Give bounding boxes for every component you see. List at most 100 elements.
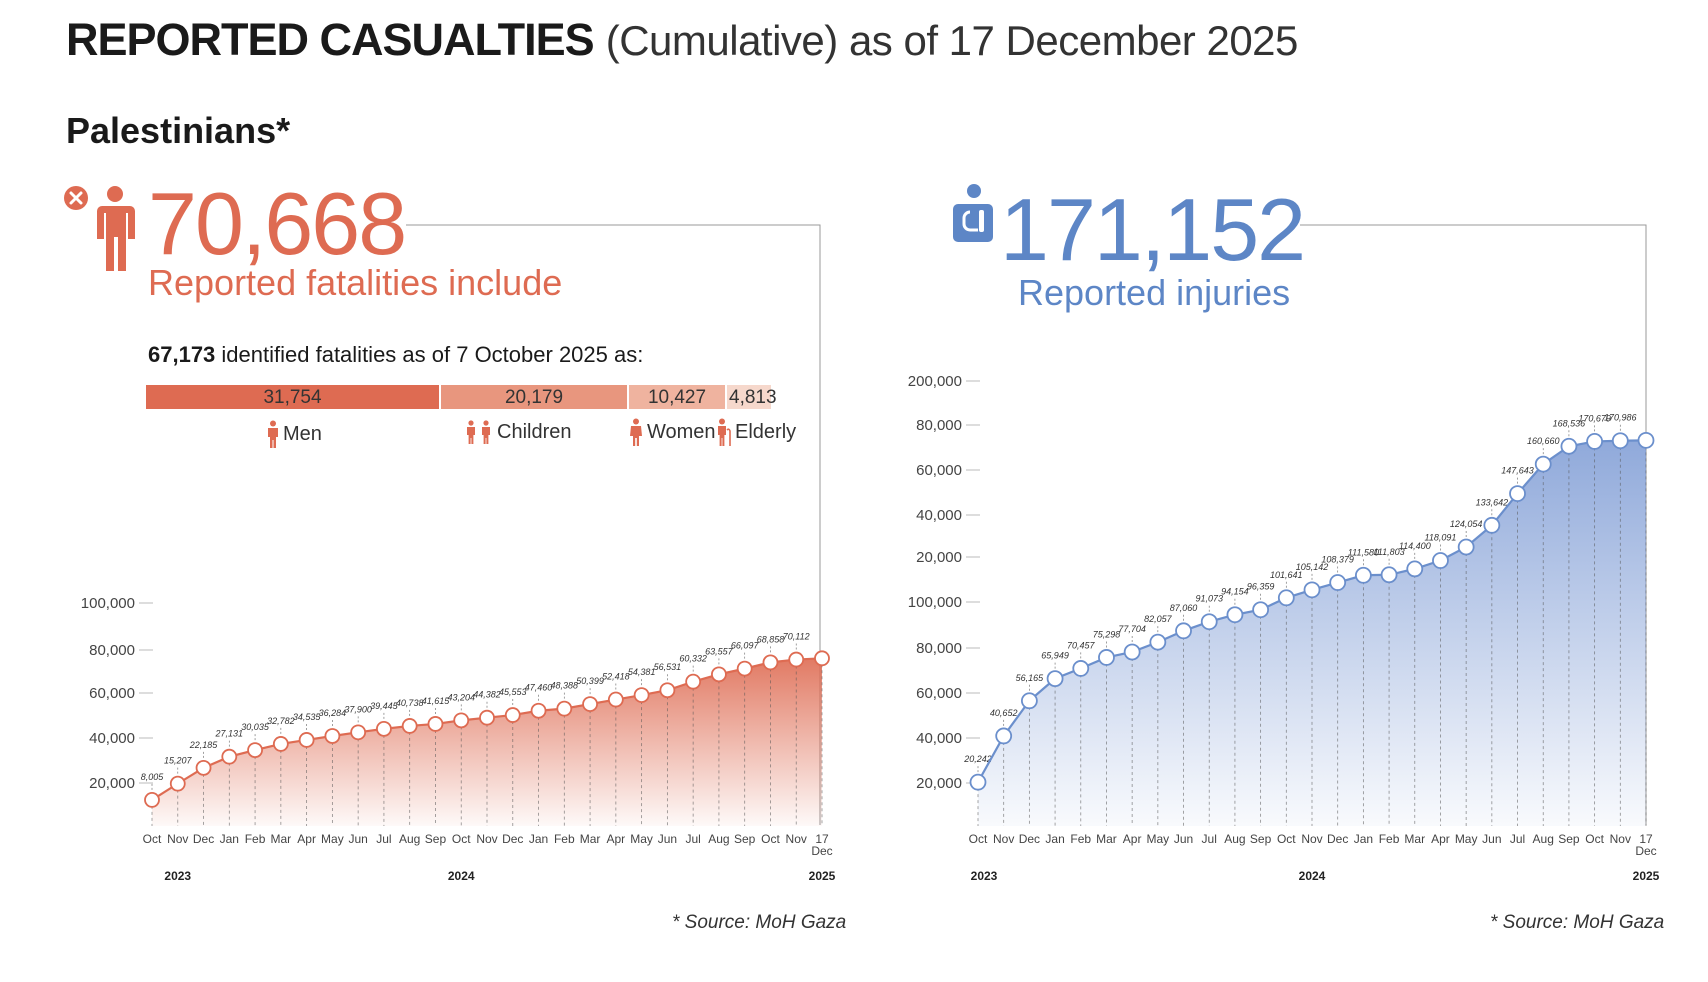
injuries-x-tick-label: Dec (1327, 832, 1348, 846)
injuries-data-point (1637, 431, 1655, 449)
injuries-value-label: 114,400 (1399, 541, 1431, 551)
injuries-value-label: 168,536 (1553, 418, 1586, 428)
breakdown-children-value: 20,179 (504, 387, 564, 408)
injuries-x-tick-label: Feb (1070, 832, 1091, 846)
injuries-data-point (1534, 455, 1552, 473)
fatalities-data-point (814, 650, 830, 667)
injuries-value-label: 94,154 (1221, 587, 1249, 597)
injuries-data-point (1509, 485, 1526, 502)
fatalities-data-point (762, 654, 779, 671)
fatalities-value-label: 32,782 (267, 716, 295, 726)
fatalities-x-tick-label: Nov (476, 832, 497, 846)
injuries-value-label: 91,073 (1195, 594, 1223, 604)
fatalities-data-point (272, 736, 289, 752)
fatalities-data-point (169, 775, 186, 792)
fatalities-x-tick-label: May (630, 832, 653, 846)
injuries-x-tick-label: Apr (1431, 832, 1450, 846)
legend-men-label: Men (283, 422, 322, 445)
injuries-value-label: 56,165 (1016, 673, 1045, 683)
injuries-value-label: 101,641 (1270, 570, 1303, 580)
injuries-x-tick-label: Aug (1224, 832, 1245, 846)
injuries-x-tick-label: May (1455, 832, 1478, 846)
injuries-x-tick-label: Dec (1019, 832, 1040, 846)
injuries-y-tick-label: 200,000 (908, 373, 962, 390)
fatalities-value-label: 43,204 (447, 692, 475, 702)
injuries-year-label: 2025 (1633, 869, 1660, 883)
injuries-data-point (1303, 581, 1321, 599)
fatalities-x-tick-label: Jul (376, 832, 391, 846)
fatalities-source: * Source: MoH Gaza (672, 912, 847, 933)
fatalities-x-tick-label: Nov (786, 832, 807, 846)
injured-person-icon (952, 182, 998, 255)
injuries-x-tick-label: Sep (1558, 832, 1580, 846)
fatalities-data-point (788, 651, 805, 668)
fatalities-data-point (376, 720, 392, 737)
injuries-data-point (1380, 566, 1398, 584)
injuries-data-point (1072, 660, 1090, 677)
woman-icon (630, 418, 642, 446)
injuries-data-point (1226, 606, 1244, 624)
fatalities-data-point (453, 712, 470, 729)
fatalities-x-tick-label: Oct (143, 832, 162, 846)
injuries-y-tick-label: 80,000 (916, 417, 962, 434)
fatalities-data-point (659, 682, 676, 699)
fatalities-year-label: 2025 (809, 869, 836, 883)
injuries-value-label: 118,091 (1425, 533, 1457, 543)
fatalities-y-tick-label: 20,000 (89, 775, 135, 792)
injuries-value-label: 111,803 (1373, 547, 1404, 557)
breakdown-men-value: 31,754 (263, 387, 322, 408)
fatalities-x-tick-label-sub: Dec (811, 844, 832, 858)
injuries-data-point (1277, 589, 1295, 607)
fatalities-x-tick-label: Sep (425, 832, 447, 846)
fatalities-value-label: 52,418 (602, 672, 630, 682)
fatalities-x-tick-label: Nov (167, 832, 188, 846)
fatalities-value-label: 34,535 (293, 712, 322, 722)
fatalities-data-point (607, 691, 624, 708)
injuries-data-point (1483, 516, 1501, 534)
injuries-y-tick-label: 80,000 (916, 640, 962, 657)
fatalities-data-point (247, 742, 263, 759)
fatalities-data-point (195, 759, 212, 776)
legend-children: Children (464, 420, 571, 444)
injuries-total: 171,152 (1000, 180, 1306, 279)
injuries-data-point (1457, 538, 1475, 556)
injuries-data-point (1329, 574, 1347, 591)
injuries-value-label: 160,660 (1527, 436, 1560, 446)
fatalities-x-tick-label: Mar (580, 832, 601, 846)
injuries-x-tick-label: Nov (1610, 832, 1631, 846)
injuries-x-tick-label: Jun (1174, 832, 1193, 846)
injuries-value-label: 70,457 (1067, 640, 1096, 650)
injuries-data-point (1020, 692, 1038, 710)
identified-count: 67,173 (148, 342, 216, 367)
injuries-y-tick-label: 40,000 (916, 507, 962, 524)
injuries-x-tick-label: Feb (1379, 832, 1400, 846)
fatalities-x-tick-label: Aug (708, 832, 729, 846)
injuries-x-tick-label: Mar (1096, 832, 1117, 846)
injuries-y-tick-label: 20,000 (916, 549, 962, 566)
fatalities-value-label: 63,557 (705, 646, 734, 656)
injuries-data-point (1611, 432, 1629, 450)
fatalities-value-label: 60,332 (679, 654, 707, 664)
fatalities-value-label: 39,445 (370, 701, 399, 711)
injuries-value-label: 20,242 (963, 754, 992, 764)
fatalities-data-point (633, 687, 650, 703)
fatalities-x-tick-label: May (321, 832, 344, 846)
injuries-x-tick-label: Jan (1045, 832, 1064, 846)
fatalities-x-tick-label: Jun (348, 832, 367, 846)
breakdown-children-bar: 20,179 (441, 385, 627, 409)
fatalities-value-label: 40,738 (396, 698, 424, 708)
fatalities-value-label: 36,284 (319, 708, 347, 718)
fatalities-x-tick-label: Aug (399, 832, 420, 846)
fatalities-value-label: 15,207 (164, 756, 193, 766)
injuries-x-tick-label-sub: Dec (1635, 844, 1656, 858)
injuries-x-tick-label: Aug (1533, 832, 1554, 846)
fatalities-value-label: 37,900 (344, 704, 372, 714)
injuries-value-label: 108,379 (1321, 555, 1354, 565)
injuries-data-point (995, 727, 1013, 745)
injuries-x-tick-label: Jun (1482, 832, 1501, 846)
injuries-x-tick-label: Oct (1277, 832, 1296, 846)
fatalities-label: Reported fatalities include (148, 262, 563, 303)
fatalities-x-tick-label: Feb (245, 832, 266, 846)
injuries-x-tick-label: Jul (1202, 832, 1217, 846)
fatalities-data-point (221, 748, 238, 765)
